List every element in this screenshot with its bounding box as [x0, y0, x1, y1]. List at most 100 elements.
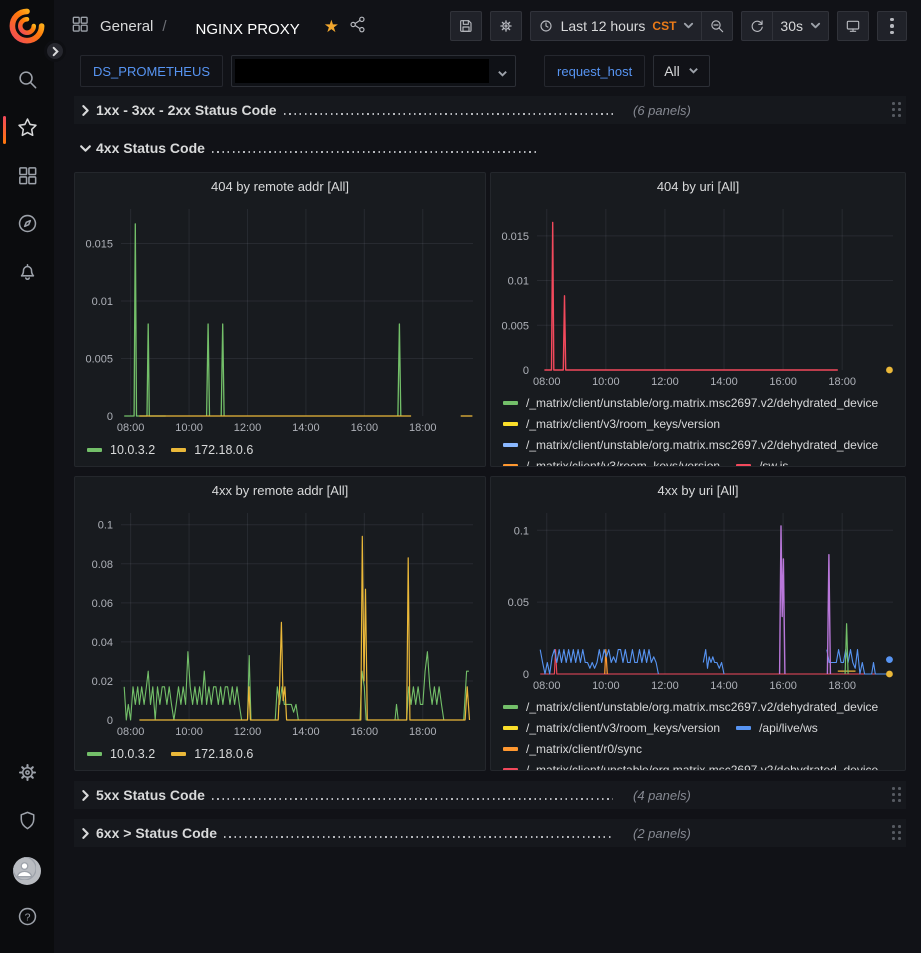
breadcrumb-folder[interactable]: General	[100, 18, 153, 35]
time-series-chart[interactable]: 08:0010:0012:0014:0016:0018:0000.0050.01…	[75, 199, 485, 437]
legend-swatch	[503, 768, 518, 771]
svg-text:0: 0	[523, 669, 529, 681]
legend-item[interactable]: /_matrix/client/v3/room_keys/version	[503, 455, 720, 466]
grafana-logo-icon[interactable]	[9, 8, 45, 44]
sidebar-item-starred[interactable]	[0, 106, 54, 154]
row-4xx[interactable]: 4xx Status Code	[74, 134, 906, 162]
sidebar-item-search[interactable]	[0, 58, 54, 106]
svg-text:10:00: 10:00	[592, 680, 620, 692]
more-options-kebab-button[interactable]	[877, 11, 907, 41]
svg-text:0.1: 0.1	[514, 525, 529, 537]
legend-swatch	[503, 401, 518, 405]
panel-title[interactable]: 404 by remote addr [All]	[75, 173, 485, 199]
breadcrumb-dashboard-title[interactable]: NGINX PROXY	[176, 15, 315, 38]
row-drag-handle-icon[interactable]	[892, 787, 902, 803]
legend-item[interactable]: 172.18.0.6	[171, 742, 253, 766]
panel-title[interactable]: 4xx by uri [All]	[491, 477, 905, 503]
share-icon[interactable]	[348, 15, 367, 38]
dot-leader	[224, 836, 613, 838]
legend-label: /_matrix/client/v3/room_keys/version	[526, 417, 720, 431]
svg-text:16:00: 16:00	[769, 680, 797, 692]
svg-text:14:00: 14:00	[292, 422, 320, 434]
row-title: 6xx > Status Code	[96, 825, 217, 841]
legend-item[interactable]: /api/live/ws	[736, 717, 818, 738]
legend-item[interactable]: 10.0.3.2	[87, 742, 155, 766]
legend-label: /api/live/ws	[759, 721, 818, 735]
chevron-right-icon	[74, 104, 96, 117]
svg-text:0.005: 0.005	[501, 320, 529, 332]
time-range-picker[interactable]: Last 12 hours CST	[530, 11, 702, 41]
tv-mode-button[interactable]	[837, 11, 869, 41]
svg-text:0: 0	[107, 715, 113, 727]
sidebar-item-help[interactable]: ?	[0, 895, 54, 943]
refresh-button[interactable]	[741, 11, 772, 41]
variable-value-ds-prometheus-dropdown[interactable]	[231, 55, 516, 87]
legend-swatch	[736, 464, 751, 467]
top-navbar: General / NGINX PROXY ★	[54, 0, 921, 52]
legend-item[interactable]: /_matrix/client/unstable/org.matrix.msc2…	[503, 392, 878, 413]
refresh-interval-dropdown[interactable]: 30s	[772, 11, 829, 41]
legend-swatch	[503, 705, 518, 709]
panel-title[interactable]: 404 by uri [All]	[491, 173, 905, 199]
row-panel-count: (4 panels)	[633, 788, 691, 803]
variable-value-request-host-dropdown[interactable]: All	[653, 55, 710, 87]
chevron-down-icon	[810, 18, 821, 34]
sidebar-expand-button[interactable]	[44, 40, 66, 62]
dashboard-settings-button[interactable]	[490, 11, 522, 41]
variable-label-ds-prometheus[interactable]: DS_PROMETHEUS	[80, 55, 223, 87]
svg-text:18:00: 18:00	[828, 376, 856, 388]
svg-text:08:00: 08:00	[117, 726, 145, 738]
clock-icon	[538, 18, 554, 34]
save-dashboard-button[interactable]	[450, 11, 482, 41]
legend-swatch	[171, 752, 186, 756]
row-5xx[interactable]: 5xx Status Code (4 panels)	[74, 781, 906, 809]
legend-label: /_matrix/client/v3/room_keys/version	[526, 459, 720, 467]
time-series-chart[interactable]: 08:0010:0012:0014:0016:0018:0000.020.040…	[75, 503, 485, 741]
refresh-interval-value: 30s	[780, 18, 803, 34]
variable-label-request-host[interactable]: request_host	[544, 55, 645, 87]
svg-text:0: 0	[523, 365, 529, 377]
sidebar-item-alerting[interactable]	[0, 250, 54, 298]
legend-item[interactable]: /_matrix/client/unstable/org.matrix.msc2…	[503, 759, 878, 770]
zoom-out-button[interactable]	[701, 11, 733, 41]
sidebar-item-dashboards[interactable]	[0, 154, 54, 202]
row-drag-handle-icon[interactable]	[892, 102, 902, 118]
sidebar-item-server-admin[interactable]	[0, 799, 54, 847]
legend-swatch	[171, 448, 186, 452]
legend-item[interactable]: /_matrix/client/unstable/org.matrix.msc2…	[503, 434, 878, 455]
legend-swatch	[503, 422, 518, 426]
legend-swatch	[87, 752, 102, 756]
legend-item[interactable]: /_matrix/client/v3/room_keys/version	[503, 413, 720, 434]
row-1xx-3xx-2xx[interactable]: 1xx - 3xx - 2xx Status Code (6 panels)	[74, 96, 906, 124]
sidebar-item-explore[interactable]	[0, 202, 54, 250]
row-drag-handle-icon[interactable]	[892, 825, 902, 841]
search-icon	[16, 68, 39, 96]
svg-text:0.015: 0.015	[501, 231, 529, 243]
sidebar-item-configuration[interactable]	[0, 751, 54, 799]
sidebar-item-profile[interactable]	[0, 847, 54, 895]
svg-text:0.06: 0.06	[92, 598, 113, 610]
legend-label: /_matrix/client/r0/sync	[526, 742, 642, 756]
svg-text:16:00: 16:00	[351, 726, 379, 738]
redacted-value	[235, 59, 489, 83]
time-range-label: Last 12 hours	[561, 18, 646, 34]
favorite-star-icon[interactable]: ★	[324, 18, 339, 35]
legend-item[interactable]: /sw.js	[736, 455, 788, 466]
legend-label: /_matrix/client/v3/room_keys/version	[526, 721, 720, 735]
panel-404-by-remote-addr: 404 by remote addr [All] 08:0010:0012:00…	[74, 172, 486, 467]
chevron-right-icon	[74, 789, 96, 802]
legend-item[interactable]: /_matrix/client/v3/room_keys/version	[503, 717, 720, 738]
legend-item[interactable]: /_matrix/client/unstable/org.matrix.msc2…	[503, 696, 878, 717]
legend-item[interactable]: 10.0.3.2	[87, 438, 155, 462]
legend-item[interactable]: 172.18.0.6	[171, 438, 253, 462]
row-6xx[interactable]: 6xx > Status Code (2 panels)	[74, 819, 906, 847]
time-series-chart[interactable]: 08:0010:0012:0014:0016:0018:0000.050.1	[491, 503, 905, 695]
svg-text:0.015: 0.015	[85, 239, 113, 251]
legend-label: 10.0.3.2	[110, 747, 155, 761]
legend-label: 10.0.3.2	[110, 443, 155, 457]
svg-text:12:00: 12:00	[234, 422, 262, 434]
time-series-chart[interactable]: 08:0010:0012:0014:0016:0018:0000.0050.01…	[491, 199, 905, 391]
panel-title[interactable]: 4xx by remote addr [All]	[75, 477, 485, 503]
legend-item[interactable]: /_matrix/client/r0/sync	[503, 738, 642, 759]
panel-4xx-by-remote-addr: 4xx by remote addr [All] 08:0010:0012:00…	[74, 476, 486, 771]
